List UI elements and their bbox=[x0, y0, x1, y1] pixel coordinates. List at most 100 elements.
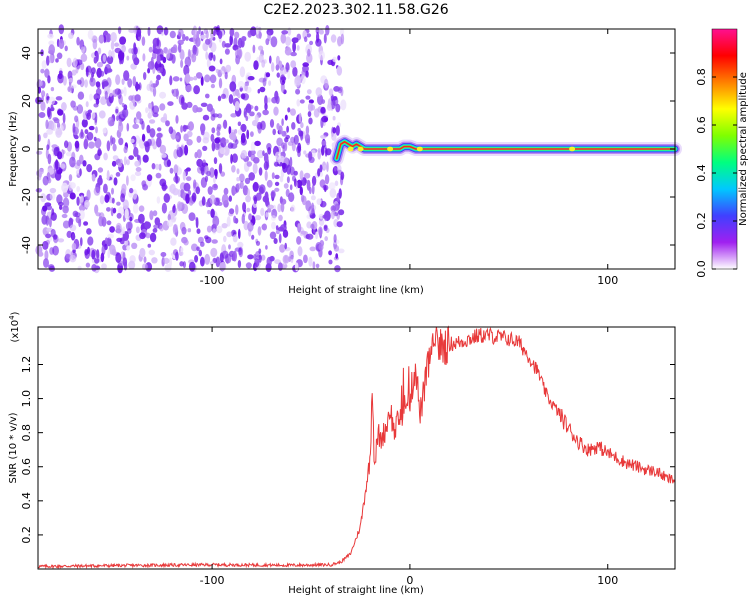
spectrogram-noise-blob bbox=[245, 262, 252, 269]
spectrogram-noise-blob bbox=[79, 77, 85, 88]
spectrogram-noise-blob bbox=[232, 250, 237, 262]
figure-title: C2E2.2023.302.11.58.G26 bbox=[263, 2, 448, 18]
spectrogram-noise-blob bbox=[326, 161, 329, 173]
spectrogram-noise-blob bbox=[337, 87, 343, 94]
spectrogram-noise-blob bbox=[252, 157, 260, 164]
spectrogram-noise-blob bbox=[149, 232, 157, 243]
spectrogram-noise-blob bbox=[209, 74, 217, 84]
spectrogram-noise-blob bbox=[267, 147, 272, 155]
spectrogram-noise-blob bbox=[93, 136, 97, 142]
spectrogram-noise-blob bbox=[320, 106, 326, 114]
spectrogram-noise-blob bbox=[172, 205, 176, 214]
spectrogram-noise-blob bbox=[133, 146, 139, 158]
spectrogram-noise-blob bbox=[78, 218, 82, 228]
spectrogram-noise-blob bbox=[304, 36, 308, 43]
spectrogram-noise-blob bbox=[332, 56, 337, 63]
spectrogram-noise-blob bbox=[317, 148, 321, 153]
spectrogram-noise-blob bbox=[245, 103, 252, 114]
spectrogram-noise-blob bbox=[53, 234, 58, 240]
spectrogram-noise-blob bbox=[192, 25, 198, 36]
spectrogram-noise-blob bbox=[94, 138, 102, 149]
spectrogram-noise-blob bbox=[229, 208, 235, 215]
spectrogram-noise-blob bbox=[265, 245, 268, 250]
spectrogram-noise-blob bbox=[149, 119, 156, 124]
spectrogram-noise-blob bbox=[37, 251, 44, 257]
spectrogram-noise-blob bbox=[323, 225, 328, 232]
spectrogram-noise-blob bbox=[321, 99, 326, 104]
spectrogram-noise-blob bbox=[298, 130, 304, 137]
spectrogram-noise-blob bbox=[179, 261, 184, 267]
spectrogram-noise-blob bbox=[305, 95, 311, 100]
spectrogram-noise-blob bbox=[206, 58, 211, 68]
spectrogram-noise-blob bbox=[211, 127, 216, 134]
spectrogram-noise-blob bbox=[264, 170, 268, 181]
spectrogram-noise-blob bbox=[62, 220, 70, 229]
spectrogram-noise-blob bbox=[126, 228, 132, 234]
spectrogram-noise-blob bbox=[92, 38, 98, 50]
spectrogram-noise-blob bbox=[193, 76, 198, 81]
spectrogram-noise-blob bbox=[185, 167, 191, 172]
snr-axes: -100 0 100 0.2 0.4 0.6 0.8 1.0 1.2 bbox=[20, 327, 675, 587]
spectrogram-noise-blob bbox=[143, 256, 147, 264]
spectrogram-noise-blob bbox=[118, 158, 123, 167]
spectrogram-noise-blob bbox=[315, 263, 320, 269]
spectrogram-noise-blob bbox=[224, 43, 232, 48]
spectrogram-noise-blob bbox=[39, 80, 43, 87]
spectrogram-noise-blob bbox=[237, 129, 243, 135]
spectrogram-noise-blob bbox=[177, 39, 184, 45]
spectrogram-noise-blob bbox=[340, 171, 345, 181]
spectrogram-noise-blob bbox=[300, 74, 306, 85]
spectrogram-noise-blob bbox=[290, 60, 297, 69]
spectrogram-noise-blob bbox=[218, 163, 223, 174]
spectrogram-noise-blob bbox=[210, 247, 218, 258]
spectrogram-noise-blob bbox=[330, 34, 337, 43]
spectrogram-noise-blob bbox=[106, 140, 111, 152]
spectrogram-noise-blob bbox=[180, 247, 184, 253]
spectrogram-noise-blob bbox=[147, 26, 151, 37]
spectrogram-noise-blob bbox=[213, 29, 216, 37]
spectrogram-noise-blob bbox=[128, 95, 134, 101]
spectrogram-noise-blob bbox=[70, 100, 75, 109]
spectrogram-noise-blob bbox=[152, 86, 157, 97]
spectrogram-noise-blob bbox=[200, 129, 205, 136]
spectrogram-noise-blob bbox=[210, 52, 214, 59]
spectrogram-noise-blob bbox=[245, 195, 252, 203]
spectrogram-noise-blob bbox=[303, 172, 311, 179]
spectrogram-xlabel: Height of straight line (km) bbox=[288, 285, 424, 296]
spectrogram-noise-blob bbox=[333, 234, 337, 243]
spectrogram-x-tick-label: -100 bbox=[200, 274, 225, 287]
spectrogram-noise-blob bbox=[57, 73, 63, 80]
spectrogram-noise-blob bbox=[253, 196, 257, 205]
spectrogram-noise-blob bbox=[123, 146, 128, 154]
spectrogram-noise-blob bbox=[270, 190, 276, 199]
spectrogram-noise-blob bbox=[318, 218, 325, 226]
spectrogram-noise-blob bbox=[130, 63, 137, 70]
spectrogram-noise-blob bbox=[196, 158, 203, 167]
spectrogram-noise-blob bbox=[165, 120, 170, 127]
spectrogram-noise-blob bbox=[95, 88, 102, 96]
spectrogram-noise-blob bbox=[188, 212, 196, 222]
spectrogram-noise-blob bbox=[167, 219, 174, 227]
spectrogram-noise-blob bbox=[308, 117, 313, 125]
spectrogram-noise-blob bbox=[55, 96, 63, 101]
spectrogram-noise-blob bbox=[191, 53, 197, 63]
spectrogram-noise-blob bbox=[255, 25, 259, 35]
spectrogram-noise-blob bbox=[330, 205, 336, 212]
spectrogram-noise-blob bbox=[85, 66, 89, 77]
spectrogram-noise-blob bbox=[278, 233, 282, 244]
spectrogram-noise-blob bbox=[331, 131, 337, 141]
spectrogram-noise-blob bbox=[226, 216, 231, 227]
spectrogram-noise-blob bbox=[80, 195, 84, 203]
spectrogram-noise-blob bbox=[250, 141, 256, 152]
spectrogram-noise-blob bbox=[94, 204, 99, 215]
spectrogram-noise-blob bbox=[282, 229, 289, 238]
spectrogram-noise-blob bbox=[234, 129, 238, 134]
spectrogram-noise-blob bbox=[108, 49, 112, 58]
spectrogram-noise-blob bbox=[144, 141, 150, 153]
spectrogram-noise-blob bbox=[86, 131, 94, 141]
spectrogram-noise-blob bbox=[183, 144, 189, 156]
spectrogram-noise-blob bbox=[61, 182, 69, 193]
spectrogram-noise-blob bbox=[291, 37, 299, 44]
spectrogram-noise-blob bbox=[43, 132, 48, 139]
spectrogram-noise-blob bbox=[90, 112, 96, 119]
